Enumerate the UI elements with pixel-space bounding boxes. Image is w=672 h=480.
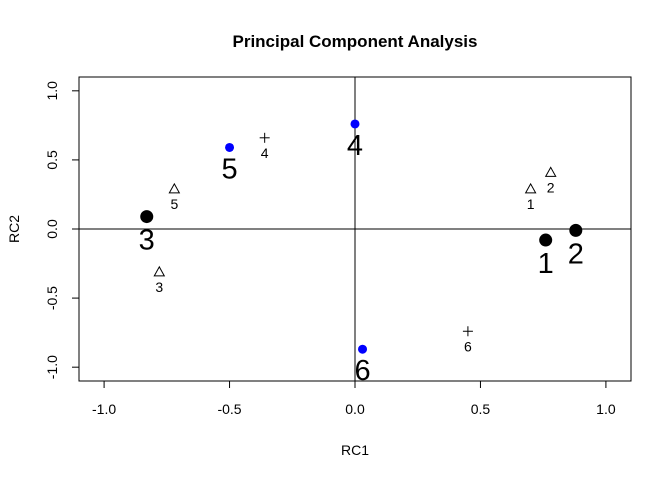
point-plus-6: 6 [462, 326, 473, 354]
marker-large-circle [539, 233, 553, 247]
x-tick-label: 0.5 [471, 401, 491, 417]
point-filled-circle-small-6: 6 [354, 344, 371, 387]
x-tick-label: 1.0 [596, 401, 616, 417]
point-triangle-1: 1 [524, 182, 537, 212]
point-label: 1 [527, 196, 535, 212]
y-tick-label: -1.0 [44, 355, 60, 379]
x-tick-label: -0.5 [217, 401, 241, 417]
point-label: 6 [354, 355, 370, 387]
point-label: 2 [547, 179, 555, 195]
marker-large-circle [569, 223, 583, 237]
marker-triangle [168, 182, 181, 194]
y-axis-label: RC2 [6, 215, 22, 243]
point-label: 3 [139, 225, 155, 257]
marker-triangle [153, 265, 166, 277]
point-filled-circle-large-3: 3 [139, 210, 155, 257]
marker-triangle [524, 182, 537, 194]
point-label: 5 [170, 196, 178, 212]
y-axis: -1.0 -0.5 0.0 0.5 1.0 [44, 81, 80, 379]
y-tick-label: 0.0 [44, 219, 60, 239]
marker-triangle [544, 166, 557, 177]
point-filled-circle-small-5: 5 [221, 142, 238, 185]
marker-large-circle [140, 210, 154, 224]
x-tick-label: -1.0 [92, 401, 116, 417]
point-label: 6 [464, 338, 472, 354]
point-triangle-3: 3 [153, 265, 166, 295]
y-tick-label: 0.5 [44, 150, 60, 170]
marker-small-circle [225, 142, 235, 152]
point-filled-circle-small-4: 4 [347, 119, 363, 162]
point-triangle-2: 2 [544, 166, 557, 195]
x-tick-label: 0.0 [345, 401, 365, 417]
x-axis-label: RC1 [341, 442, 369, 458]
point-label: 5 [221, 153, 237, 185]
x-axis: -1.0 -0.5 0.0 0.5 1.0 [92, 380, 616, 417]
point-label: 4 [261, 145, 269, 161]
point-plus-4: 4 [259, 132, 270, 161]
y-tick-label: -0.5 [44, 286, 60, 310]
point-label: 4 [347, 130, 363, 162]
point-triangle-5: 5 [168, 182, 181, 212]
marker-small-circle [358, 344, 368, 354]
y-tick-label: 1.0 [44, 81, 60, 101]
point-filled-circle-large-2: 2 [568, 223, 584, 270]
marker-small-circle [350, 119, 360, 129]
point-label: 1 [538, 248, 554, 280]
point-label: 2 [568, 238, 584, 270]
point-filled-circle-large-1: 1 [538, 233, 554, 280]
point-label: 3 [155, 279, 163, 295]
chart-title: Principal Component Analysis [233, 32, 478, 51]
